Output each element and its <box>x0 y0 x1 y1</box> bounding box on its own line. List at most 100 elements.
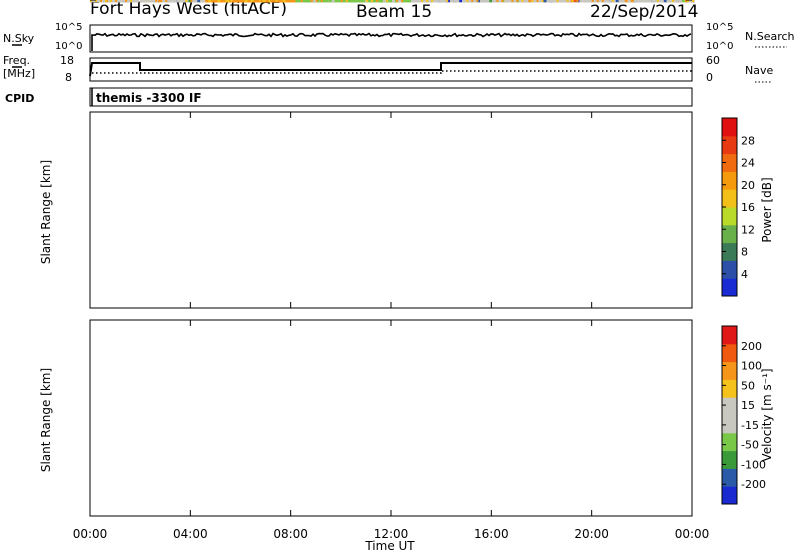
velocity-cell <box>313 0 318 3</box>
velocity-cell <box>388 0 393 3</box>
velocity-cell <box>182 0 186 3</box>
velocity-cell <box>265 0 270 3</box>
velocity-cell <box>534 0 538 3</box>
beam-label: Beam 15 <box>356 2 432 22</box>
velocity-cell <box>519 0 523 3</box>
freq-tick-top: 18 <box>60 54 74 67</box>
velocity-cell <box>603 0 608 3</box>
freq-tick-bottom: 8 <box>65 71 72 84</box>
velocity-cell <box>456 0 460 3</box>
velocity-cell <box>283 0 288 3</box>
velocity-cell <box>247 0 252 3</box>
velocity-cell <box>346 0 351 3</box>
velocity-cell <box>179 0 183 3</box>
velocity-cell <box>609 0 614 3</box>
velocity-cell <box>549 0 554 3</box>
cpid-label: CPID <box>5 92 34 105</box>
velocity-cell <box>158 0 162 3</box>
velocity-cell <box>123 0 127 3</box>
velocity-cell <box>429 0 433 3</box>
velocity-cell <box>140 0 144 3</box>
nave-label: Nave <box>745 64 773 77</box>
velocity-cell <box>432 0 436 3</box>
velocity-cell <box>253 0 258 3</box>
date-label: 22/Sep/2014 <box>590 2 698 22</box>
velocity-cell <box>235 0 239 3</box>
velocity-cell <box>244 0 249 3</box>
velocity-cell <box>334 0 339 3</box>
velocity-cell <box>208 0 212 3</box>
velocity-cell <box>492 0 496 3</box>
velocity-cell <box>423 0 427 3</box>
nsky-label: N.Sky <box>3 32 35 45</box>
velocity-cell <box>459 0 463 3</box>
velocity-cell <box>268 0 273 3</box>
colorbar-tick-label: 16 <box>741 201 755 214</box>
velocity-cell <box>606 0 611 3</box>
velocity-cell <box>328 0 333 3</box>
colorbar-swatch <box>722 171 737 190</box>
velocity-cell <box>597 0 602 3</box>
velocity-cell <box>173 0 177 3</box>
velocity-cell <box>525 0 529 3</box>
velocity-cell <box>102 0 106 3</box>
power-y-label: Slant Range [km] <box>39 160 53 264</box>
velocity-cell <box>152 0 156 3</box>
velocity-cell <box>414 0 418 3</box>
velocity-cell <box>331 0 336 3</box>
colorbar-swatch <box>722 242 737 261</box>
power-panel: 1000200030004000 Slant Range [km] 481216… <box>39 0 774 309</box>
velocity-cell <box>522 0 526 3</box>
colorbar-swatch <box>722 260 737 279</box>
velocity-cell <box>223 0 227 3</box>
velocity-cell <box>132 0 136 3</box>
colorbar-swatch <box>722 224 737 244</box>
velocity-cell <box>161 0 165 3</box>
velocity-cell <box>120 0 124 3</box>
velocity-cell <box>108 0 112 3</box>
velocity-cell <box>170 0 174 3</box>
power-y-ticks: 1000200030004000 <box>53 0 692 3</box>
velocity-cell <box>96 0 100 3</box>
power-colorbar-label: Power [dB] <box>760 177 774 242</box>
velocity-cell <box>286 0 291 3</box>
nsky-tick-bottom: 10^0 <box>55 41 82 52</box>
velocity-cell <box>301 0 306 3</box>
velocity-panel: 1000200030004000 Slant Range [km] -200-1… <box>39 0 774 517</box>
freq-label: Freq. <box>3 54 30 67</box>
velocity-cell <box>561 0 566 3</box>
velocity-cell <box>304 0 309 3</box>
velocity-cell <box>352 0 357 3</box>
velocity-cell <box>217 0 221 3</box>
velocity-cell <box>468 0 472 3</box>
velocity-cell <box>486 0 490 3</box>
velocity-cell <box>376 0 381 3</box>
velocity-cell <box>585 0 590 3</box>
colorbar-tick-label: 8 <box>741 246 748 259</box>
velocity-cell <box>594 0 599 3</box>
nave-trace <box>92 70 692 74</box>
velocity-cell <box>552 0 557 3</box>
velocity-cell <box>453 0 457 3</box>
nave-tick-bottom: 0 <box>706 71 713 84</box>
velocity-cell <box>573 0 578 3</box>
velocity-cell <box>367 0 372 3</box>
nave-tick-top: 60 <box>706 54 720 67</box>
velocity-cell <box>588 0 593 3</box>
velocity-cell <box>450 0 454 3</box>
velocity-cell <box>295 0 300 3</box>
velocity-cell <box>349 0 354 3</box>
velocity-cell <box>146 0 150 3</box>
colorbar-tick-label: 4 <box>741 268 748 281</box>
velocity-cell <box>361 0 366 3</box>
colorbar-swatch <box>722 118 737 137</box>
velocity-cell <box>200 0 204 3</box>
velocity-cell <box>337 0 342 3</box>
velocity-cell <box>462 0 466 3</box>
velocity-cell <box>543 0 548 3</box>
velocity-cell <box>292 0 297 3</box>
velocity-cell <box>241 0 246 3</box>
velocity-cell <box>307 0 312 3</box>
